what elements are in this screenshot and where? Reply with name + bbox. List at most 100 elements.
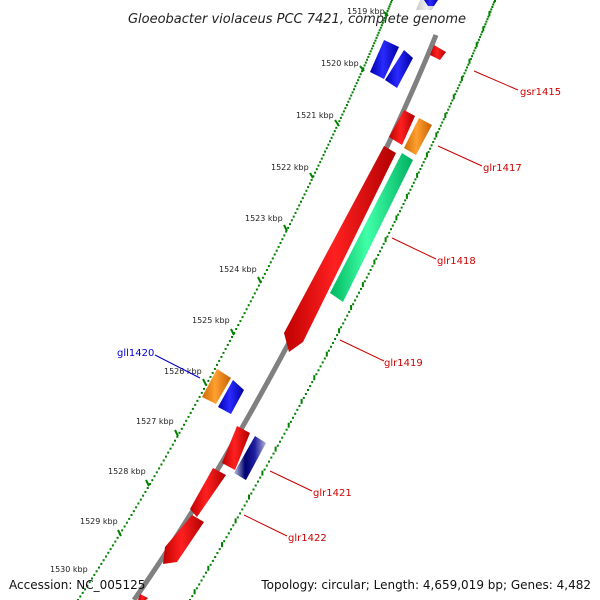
- tick-dot: [456, 87, 459, 90]
- tick-dot: [158, 467, 161, 470]
- tick-dot: [435, 132, 438, 138]
- tick-dot: [372, 44, 375, 47]
- tick-dot: [493, 1, 496, 4]
- tick-dot: [239, 320, 242, 323]
- tick-dot: [144, 490, 147, 493]
- tick-dot: [491, 6, 494, 8]
- tick-dot: [411, 185, 414, 188]
- tick-dot: [350, 305, 353, 310]
- gene-feature[interactable]: [370, 40, 399, 79]
- tick-dot: [304, 393, 307, 395]
- tick-dot: [180, 427, 183, 430]
- tick-dot: [167, 451, 170, 454]
- gene-feature[interactable]: [138, 594, 148, 600]
- tick-dot: [373, 259, 376, 265]
- leader-line: [154, 354, 201, 379]
- tick-dot: [290, 219, 293, 222]
- tick-dot: [371, 265, 374, 268]
- tick-dot: [218, 359, 221, 362]
- tick-dot: [174, 439, 176, 442]
- tick-dot: [355, 82, 358, 85]
- tick-dot: [107, 551, 110, 554]
- label-gll1420: gll1420: [117, 348, 154, 359]
- gene-glr1418[interactable]: [330, 153, 413, 302]
- tick-dot: [341, 113, 344, 116]
- tick-dot: [353, 88, 355, 91]
- tick-dot: [289, 420, 292, 423]
- tick-dot: [198, 395, 201, 398]
- tick-dot: [165, 455, 167, 458]
- tick-dot: [427, 151, 430, 153]
- tick-dot: [332, 133, 335, 136]
- tick-dot: [209, 563, 212, 566]
- tick-dot: [178, 431, 181, 434]
- leader-line: [339, 339, 385, 362]
- tick-dot: [216, 363, 218, 366]
- tick-dot: [417, 171, 420, 174]
- tick-label-1527: 1527 kbp: [136, 417, 174, 426]
- tick-dot: [285, 428, 288, 431]
- gene-feature[interactable]: [385, 50, 413, 88]
- tick-dot: [367, 272, 370, 275]
- tick-dot: [333, 130, 336, 133]
- tick-dot: [383, 17, 386, 19]
- tick-dot: [399, 210, 401, 213]
- tick-dot: [442, 118, 445, 121]
- tick-dot: [228, 339, 231, 342]
- tick-dot: [243, 312, 246, 315]
- tick-dot: [487, 15, 490, 18]
- tick-dot: [135, 506, 138, 509]
- tick-dot: [200, 579, 203, 582]
- gene-feature[interactable]: [389, 110, 415, 145]
- gene-feature[interactable]: [222, 426, 250, 470]
- gene-feature[interactable]: [190, 468, 226, 517]
- tick-dot: [374, 39, 377, 42]
- tick-dot: [354, 299, 357, 302]
- tick-dot: [469, 58, 472, 60]
- kbp-scale: 1519 kbp 1520 kbp 1521 kbp 1522 kbp 1523…: [50, 7, 389, 574]
- tick-dot: [471, 55, 473, 58]
- tick-dot: [377, 254, 380, 256]
- tick-dot: [301, 197, 304, 200]
- gene-feature[interactable]: [218, 380, 244, 414]
- tick-dot: [207, 565, 210, 571]
- gene-glr1422[interactable]: [163, 515, 204, 564]
- tick-mark-1519: [383, 11, 389, 17]
- tick-dot: [388, 5, 391, 8]
- tick-dot: [405, 193, 408, 199]
- tick-dot: [309, 385, 312, 388]
- tick-dot: [195, 587, 198, 590]
- tick-dot: [189, 411, 192, 414]
- tick-dot: [354, 85, 357, 88]
- tick-label-1524: 1524 kbp: [219, 265, 257, 274]
- tick-dot: [253, 292, 256, 295]
- tick-dot: [384, 14, 387, 17]
- tick-dot: [220, 355, 223, 358]
- tick-dot: [395, 215, 398, 221]
- tick-dot: [169, 447, 172, 450]
- tick-dot: [193, 589, 196, 595]
- tick-dot: [475, 42, 478, 48]
- tick-dot: [211, 371, 214, 374]
- gene-glr1419[interactable]: [284, 146, 396, 352]
- tick-dot: [421, 164, 423, 167]
- tick-dot: [393, 221, 396, 223]
- gene-feature[interactable]: [424, 0, 438, 6]
- tick-dot: [151, 479, 154, 482]
- tick-dot: [149, 483, 151, 486]
- gene-gll1420[interactable]: [202, 369, 231, 404]
- tick-dot: [441, 121, 444, 124]
- tick-dot: [300, 398, 303, 404]
- tick-dot: [236, 516, 239, 519]
- gene-gsr1415[interactable]: [430, 45, 446, 60]
- tick-dot: [105, 555, 107, 558]
- tick-dot: [348, 310, 351, 313]
- tick-dot: [373, 42, 376, 45]
- tick-label-1522: 1522 kbp: [271, 163, 309, 172]
- gene-glr1417[interactable]: [404, 118, 432, 155]
- tick-dot: [357, 79, 360, 82]
- inner-tick-track: [189, 0, 496, 600]
- gene-glr1421[interactable]: [234, 436, 266, 480]
- tick-dot: [338, 328, 341, 334]
